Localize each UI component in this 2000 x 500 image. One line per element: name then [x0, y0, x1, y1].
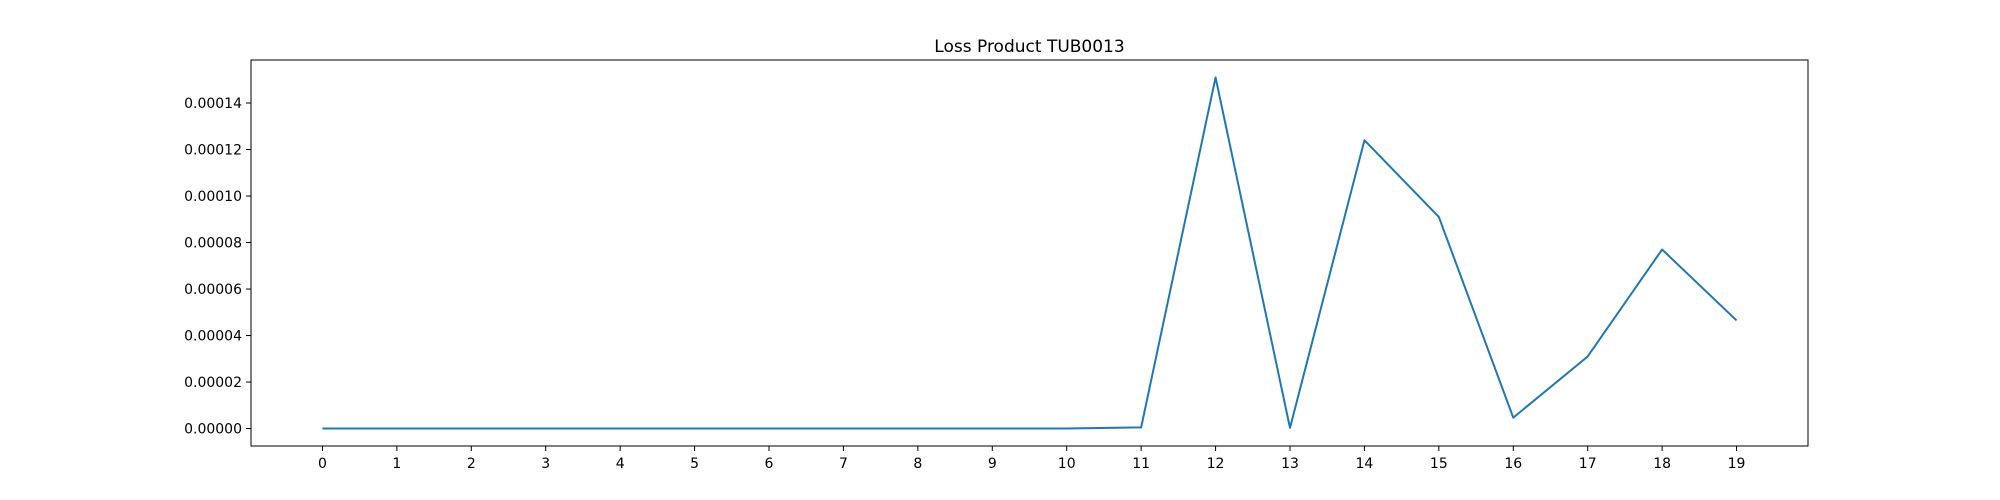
x-tick-label: 19	[1728, 456, 1746, 472]
x-tick-label: 13	[1281, 456, 1299, 472]
x-tick-label: 0	[318, 456, 327, 472]
x-tick-label: 1	[392, 456, 401, 472]
x-tick-label: 4	[616, 456, 625, 472]
x-axis: 0 1 2 3 4 5 6 7 8 9 10 11 12 13 14 15 16 17 18 19	[318, 446, 1745, 472]
x-tick-label: 7	[839, 456, 848, 472]
x-tick-label: 6	[765, 456, 774, 472]
y-axis: 0.00000 0.00002 0.00004 0.00006 0.00008 0.000…	[184, 96, 251, 438]
series-line	[322, 76, 1738, 430]
x-tick-label: 2	[467, 456, 476, 472]
y-tick-label: 0.00010	[184, 189, 242, 205]
x-tick-label: 17	[1579, 456, 1597, 472]
x-tick-label: 15	[1430, 456, 1448, 472]
x-tick-label: 8	[913, 456, 922, 472]
y-tick-label: 0.00014	[184, 96, 242, 112]
x-tick-label: 18	[1653, 456, 1671, 472]
x-tick-label: 14	[1356, 456, 1374, 472]
y-tick-label: 0.00006	[184, 282, 242, 298]
chart-title: Loss Product TUB0013	[934, 37, 1124, 57]
x-tick-label: 10	[1058, 456, 1076, 472]
x-tick-label: 16	[1504, 456, 1522, 472]
x-tick-label: 12	[1207, 456, 1225, 472]
y-tick-label: 0.00002	[184, 375, 242, 391]
x-tick-label: 3	[541, 456, 550, 472]
x-tick-label: 9	[988, 456, 997, 472]
y-tick-label: 0.00004	[184, 329, 242, 345]
y-tick-label: 0.00012	[184, 143, 242, 159]
y-tick-label: 0.00008	[184, 236, 242, 252]
y-tick-label: 0.00000	[184, 422, 242, 438]
plot-frame	[250, 59, 1809, 447]
x-tick-label: 5	[690, 456, 699, 472]
series-layer	[322, 76, 1738, 430]
x-tick-label: 11	[1132, 456, 1150, 472]
